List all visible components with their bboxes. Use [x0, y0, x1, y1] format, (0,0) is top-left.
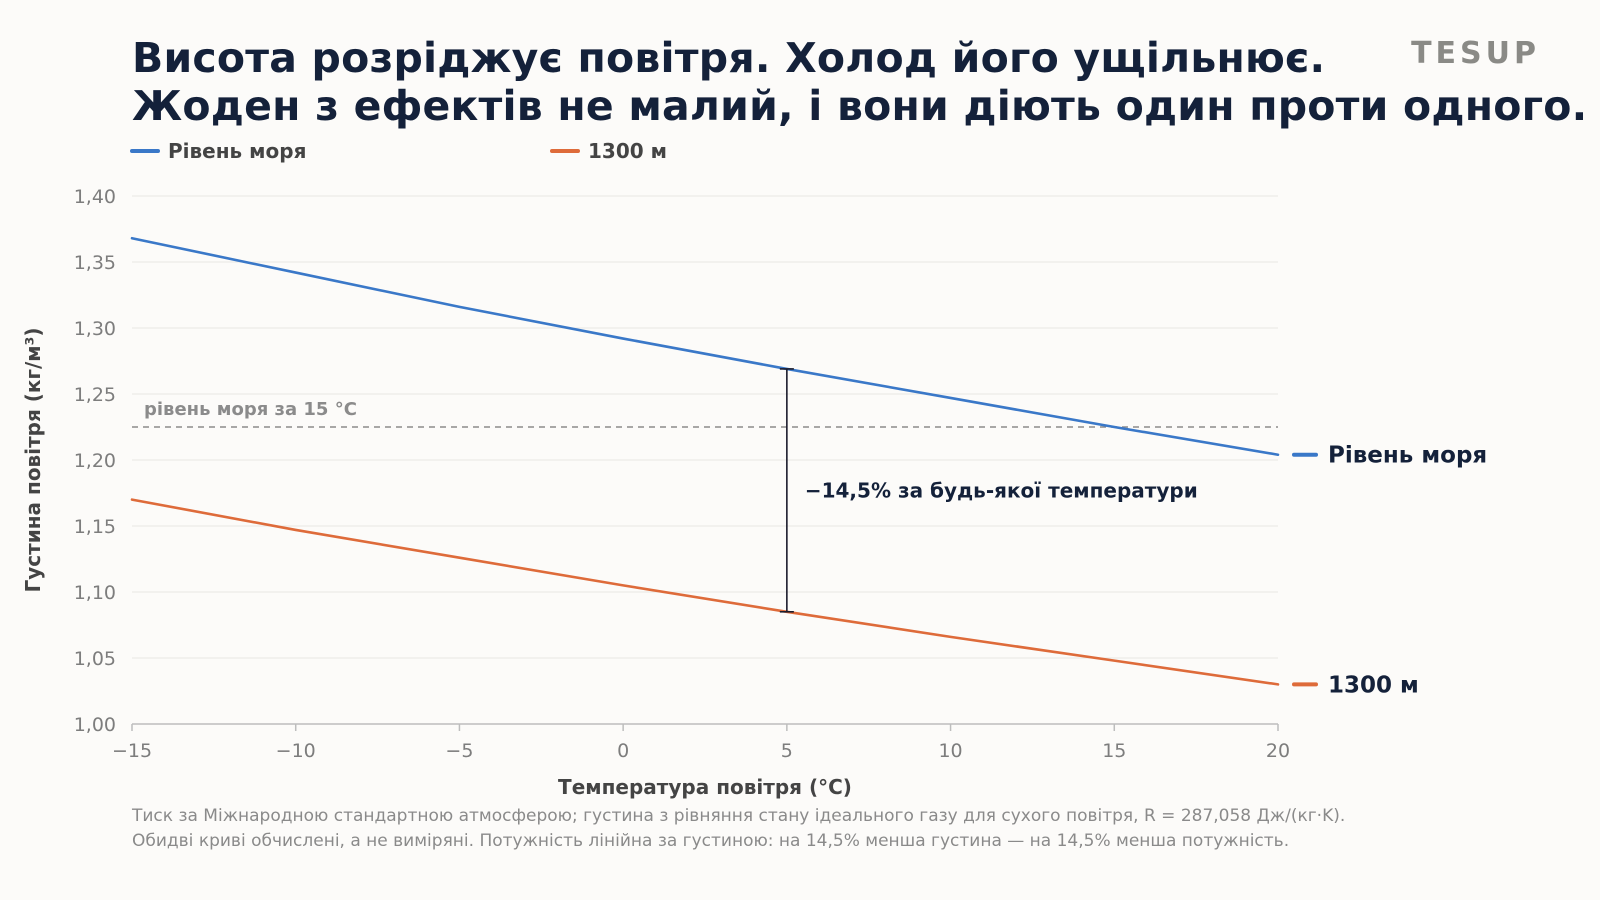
series-line-0 [130, 236, 1280, 457]
y-tick-label: 1,10 [74, 582, 116, 604]
legend-label-0: Рівень моря [168, 139, 306, 163]
x-tick-label: −15 [112, 740, 152, 762]
series-line-1 [130, 498, 1280, 686]
annotation-label: −14,5% за будь-якої температури [805, 478, 1198, 502]
footnote-line-2: Обидві криві обчислені, а не виміряні. П… [132, 831, 1290, 851]
chart-title-line-1: Висота розріджує повітря. Холод його ущі… [132, 34, 1326, 82]
x-tick-label: 10 [938, 740, 962, 762]
y-tick-label: 1,35 [74, 252, 116, 274]
y-axis-title: Густина повітря (кг/м³) [21, 327, 45, 592]
series-lines [130, 236, 1280, 686]
brand-logo: TESUP [1411, 36, 1540, 71]
grid-lines [132, 195, 1278, 659]
end-labels: Рівень моря 1300 м [1292, 443, 1487, 698]
reference-line-group: рівень моря за 15 °C [132, 399, 1278, 428]
legend: Рівень моря 1300 м [130, 139, 667, 163]
x-tick-label: −10 [276, 740, 316, 762]
y-tick-label: 1,15 [74, 516, 116, 538]
chart-title-line-2: Жоден з ефектів не малий, і вони діють о… [132, 82, 1588, 130]
x-tick-label: 0 [617, 740, 629, 762]
x-tick-label: 20 [1266, 740, 1290, 762]
x-tick-label: −5 [445, 740, 473, 762]
chart-title: Висота розріджує повітря. Холод його ущі… [132, 34, 1587, 130]
x-tick-label: 15 [1102, 740, 1126, 762]
y-tick-label: 1,30 [74, 318, 116, 340]
legend-label-1: 1300 м [588, 139, 667, 163]
x-tick-label: 5 [781, 740, 793, 762]
footnote-line-1: Тиск за Міжнародною стандартною атмосфер… [132, 806, 1346, 826]
y-tick-label: 1,25 [74, 384, 116, 406]
reference-line-label: рівень моря за 15 °C [144, 399, 357, 420]
footnote: Тиск за Міжнародною стандартною атмосфер… [132, 804, 1345, 854]
y-tick-label: 1,05 [74, 648, 116, 670]
end-label-1: 1300 м [1328, 672, 1419, 698]
annotation-group: −14,5% за будь-якої температури [779, 368, 1198, 613]
y-tick-label: 1,20 [74, 450, 116, 472]
end-label-0: Рівень моря [1328, 443, 1487, 469]
x-axis-title: Температура повітря (°C) [558, 775, 852, 799]
axes: 1,00 1,05 1,10 1,15 1,20 1,25 1,30 1,35 1,40 −15 −… [21, 186, 1290, 799]
y-tick-label: 1,00 [74, 714, 116, 736]
y-tick-label: 1,40 [74, 186, 116, 208]
